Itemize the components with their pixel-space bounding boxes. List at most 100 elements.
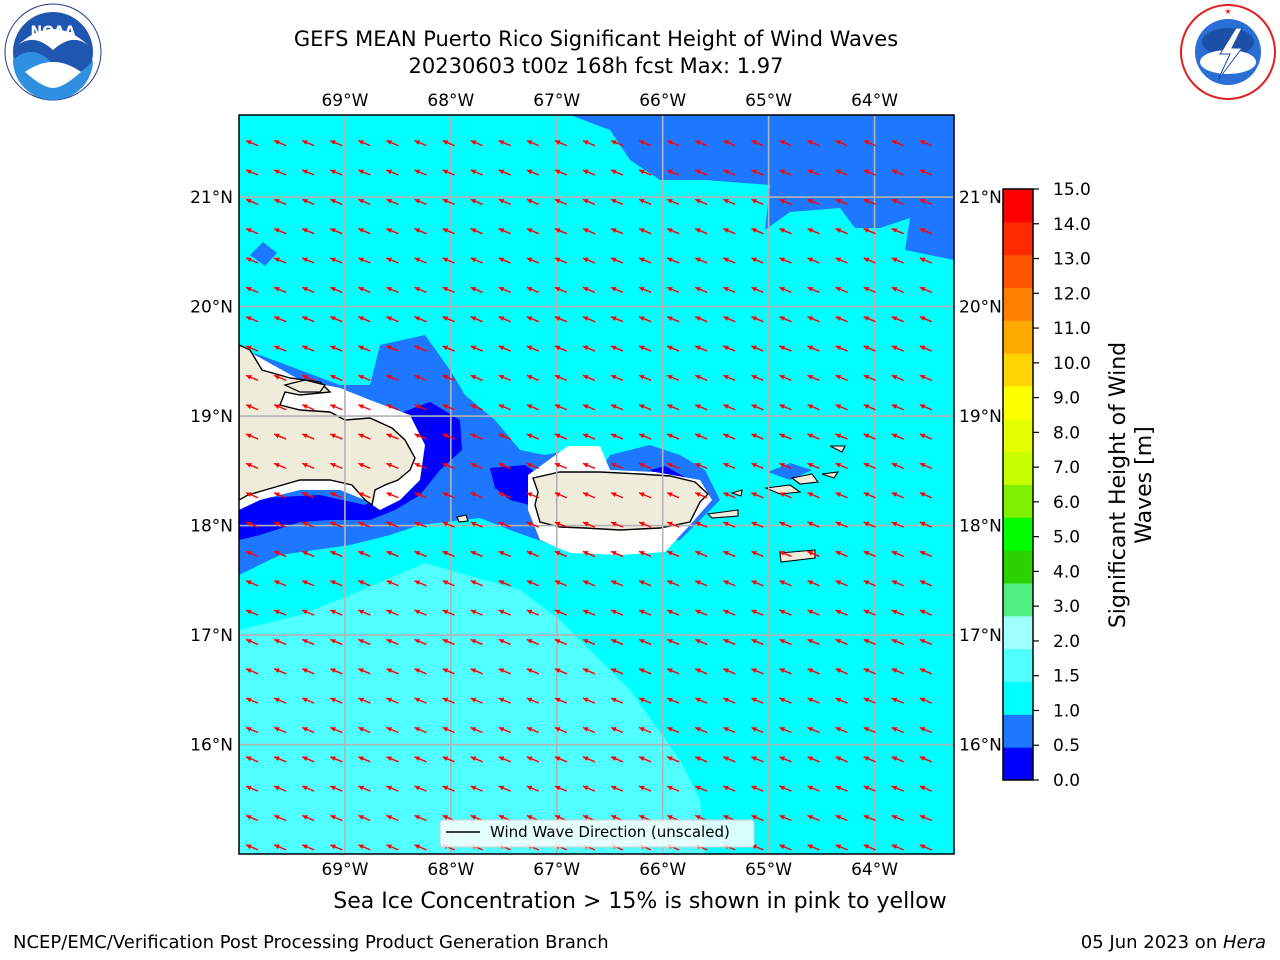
lat-tick-label-left: 21°N	[190, 188, 233, 208]
wave-arrow	[611, 874, 623, 879]
wave-arrow-head	[330, 404, 336, 409]
wave-arrow-head	[554, 697, 561, 703]
wave-arrow-head	[723, 169, 729, 175]
wave-arrow-head	[582, 228, 589, 233]
wave-arrow-head	[723, 727, 729, 732]
wave-arrow-head	[667, 198, 673, 204]
wave-arrow-head	[470, 140, 477, 145]
wave-arrow-head	[610, 609, 617, 615]
wave-arrow-head	[582, 785, 589, 791]
wave-arrow-head	[863, 815, 870, 820]
wave-arrow	[386, 874, 398, 879]
wave-arrow-head	[498, 697, 505, 703]
wave-arrow-head	[891, 844, 898, 850]
wave-arrow-head	[610, 639, 617, 644]
wave-arrow	[414, 874, 426, 879]
wave-arrow-head	[499, 874, 505, 879]
colorbar-segment	[1003, 550, 1033, 584]
wave-arrow-head	[470, 697, 477, 703]
wave-arrow-head	[835, 257, 842, 263]
wave-arrow-head	[695, 140, 701, 145]
wave-arrow-head	[582, 286, 589, 292]
wave-arrow	[274, 874, 286, 879]
wave-arrow-head	[274, 286, 280, 292]
wave-arrow-head	[498, 609, 505, 615]
wave-arrow-head	[330, 316, 336, 321]
wave-arrow-head	[835, 345, 842, 351]
wave-arrow-head	[891, 463, 898, 468]
wave-arrow-head	[526, 609, 533, 615]
wave-arrow-head	[554, 756, 561, 762]
wave-arrow-head	[779, 433, 785, 439]
wave-arrow-head	[414, 697, 421, 703]
wave-arrow-head	[723, 815, 729, 820]
wave-arrow-head	[358, 697, 364, 703]
wave-arrow-head	[863, 286, 870, 292]
wave-arrow-head	[414, 521, 421, 527]
wave-arrow-head	[582, 609, 589, 615]
wave-arrow-head	[246, 257, 252, 263]
colorbar-tick-label: 4.0	[1053, 562, 1080, 582]
colorbar-tick-label: 1.5	[1053, 667, 1080, 687]
wave-arrow-head	[414, 463, 421, 468]
tortuga-island	[283, 379, 327, 393]
wave-arrow-head	[274, 228, 280, 233]
wave-arrow-head	[414, 668, 421, 674]
wave-arrow-head	[723, 874, 729, 879]
wave-arrow-head	[891, 404, 898, 409]
wave-arrow-head	[835, 140, 842, 145]
wave-arrow-head	[442, 492, 449, 497]
wave-arrow-head	[246, 727, 252, 732]
wave-arrow-head	[863, 844, 870, 850]
wave-arrow-head	[302, 874, 308, 879]
wave-arrow-head	[470, 521, 477, 527]
wave-arrow-head	[723, 609, 729, 615]
wave-arrow-head	[582, 374, 589, 380]
wave-arrow-head	[470, 286, 477, 292]
wave-arrow-head	[639, 404, 645, 409]
wave-arrow-head	[386, 639, 392, 644]
wave-arrow-head	[835, 463, 842, 468]
wave-arrow-head	[863, 609, 870, 615]
wave-arrow-head	[498, 639, 505, 644]
wave-arrow-head	[246, 345, 252, 351]
wave-arrow-head	[863, 198, 870, 204]
wave-arrow-head	[919, 521, 926, 527]
wave-arrow-head	[470, 815, 477, 820]
wave-arrow	[836, 874, 848, 879]
wave-arrow	[246, 874, 258, 879]
wave-arrow-head	[442, 551, 449, 556]
wave-arrow-head	[779, 639, 785, 644]
tortola-island	[790, 473, 820, 485]
wave-arrow	[807, 874, 819, 879]
virgin-gorda-island	[821, 471, 840, 479]
wave-arrow-head	[274, 374, 280, 380]
wave-arrow-head	[723, 345, 729, 351]
lat-tick-label-right: 16°N	[959, 736, 1002, 756]
wave-arrow-head	[919, 463, 926, 468]
colorbar-tick-label: 0.5	[1053, 736, 1080, 756]
wave-arrow-head	[807, 316, 814, 321]
wave-arrow-head	[246, 463, 252, 468]
wave-arrow-head	[695, 580, 701, 586]
wave-arrow-head	[526, 727, 533, 732]
wave-arrow-head	[358, 316, 364, 321]
wave-arrow-head	[723, 228, 729, 233]
wave-arrow-head	[639, 316, 645, 321]
wave-arrow-head	[919, 169, 926, 175]
wave-arrow-head	[358, 433, 364, 439]
wave-arrow-head	[358, 580, 364, 586]
lat-tick-label-right: 18°N	[959, 517, 1002, 537]
wave-arrow-head	[386, 257, 392, 263]
wave-arrow-head	[807, 169, 814, 175]
wave-arrow-head	[330, 756, 336, 762]
wave-arrow-head	[891, 345, 898, 351]
wave-arrow-head	[246, 433, 252, 439]
wave-arrow-head	[386, 345, 392, 351]
wave-arrow-head	[302, 756, 308, 762]
wave-arrow-head	[554, 815, 561, 820]
wave-arrow-head	[779, 316, 785, 321]
wave-arrow-head	[526, 228, 533, 233]
wave-arrow-head	[554, 404, 561, 409]
wave-arrow-head	[582, 463, 589, 468]
